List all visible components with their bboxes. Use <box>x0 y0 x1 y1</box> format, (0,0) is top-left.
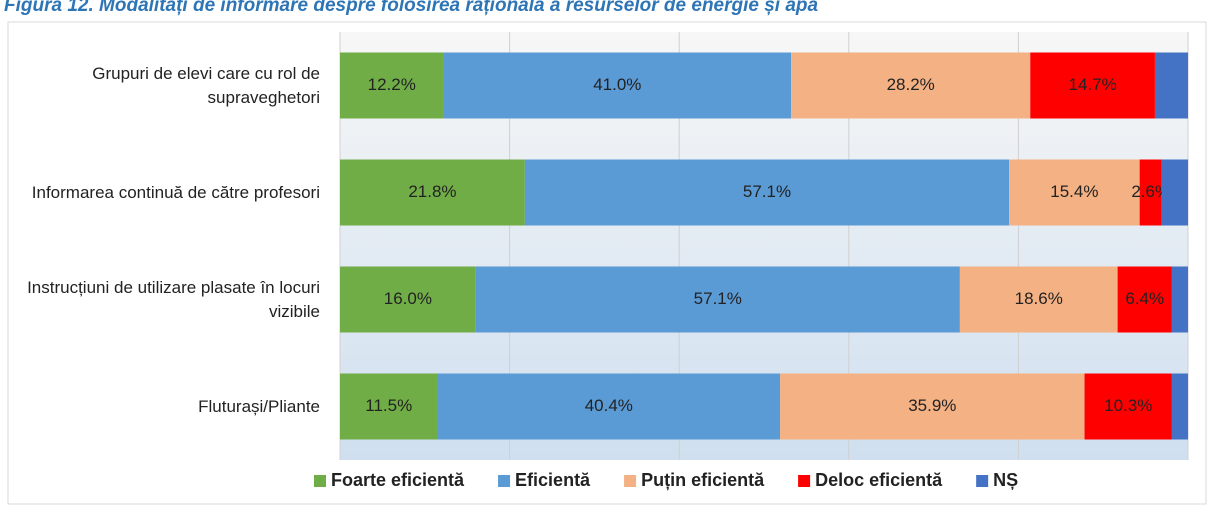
data-label: 21.8% <box>408 182 456 201</box>
bar-segment <box>1117 266 1172 333</box>
legend-label: Deloc eficientă <box>815 470 943 490</box>
bar-segment <box>959 266 1118 333</box>
data-label: 57.1% <box>694 289 742 308</box>
legend-label: NȘ <box>993 470 1018 490</box>
bar-segment <box>791 52 1031 119</box>
legend-swatch <box>314 475 326 487</box>
bar-segment <box>1084 373 1172 440</box>
bar-segment <box>340 159 525 226</box>
bar-segment <box>1171 373 1188 440</box>
legend-swatch <box>498 475 511 487</box>
legend-swatch <box>624 475 637 487</box>
category-label: Grupuri de elevi care cu rol de supraveg… <box>92 63 320 107</box>
data-label: 14.7% <box>1068 75 1116 94</box>
bar-segment <box>443 52 792 119</box>
data-label: 2.6% <box>1131 182 1170 201</box>
bar-segment <box>340 52 444 119</box>
chart-title: Figura 12. Modalități de informare despr… <box>4 0 819 16</box>
legend-swatch <box>798 475 811 487</box>
data-label: 6.4% <box>1125 289 1164 308</box>
data-label: 11.5% <box>365 396 412 415</box>
legend-swatch <box>976 475 989 487</box>
legend-label: Eficientă <box>515 470 591 490</box>
data-label: 15.4% <box>1050 182 1098 201</box>
data-label: 28.2% <box>887 75 935 94</box>
legend-label: Foarte eficientă <box>331 470 465 490</box>
bar-segment <box>340 373 438 440</box>
data-label: 10.3% <box>1104 396 1152 415</box>
data-label: 35.9% <box>908 396 956 415</box>
bar-segment <box>1154 52 1188 119</box>
category-label: Fluturași/Pliante <box>198 396 320 416</box>
legend-label: Puțin eficientă <box>641 470 765 490</box>
bar-segment <box>524 159 1010 226</box>
category-label: Instrucțiuni de utilizare plasate în loc… <box>27 277 320 321</box>
bar-segment <box>437 373 781 440</box>
category-label: Informarea continuă de către profesori <box>31 182 320 202</box>
data-label: 41.0% <box>593 75 641 94</box>
data-label: 12.2% <box>368 75 416 94</box>
bar-segment <box>1009 159 1140 226</box>
bar-segment <box>1171 266 1188 333</box>
bar-segment <box>1139 159 1162 226</box>
data-label: 40.4% <box>585 396 633 415</box>
bar-segment <box>780 373 1085 440</box>
data-label: 16.0% <box>384 289 432 308</box>
bar-segment <box>475 266 960 333</box>
bar-segment <box>1161 159 1188 226</box>
data-label: 57.1% <box>743 182 791 201</box>
data-label: 18.6% <box>1015 289 1063 308</box>
bar-segment <box>340 266 476 333</box>
bar-segment <box>1030 52 1155 119</box>
